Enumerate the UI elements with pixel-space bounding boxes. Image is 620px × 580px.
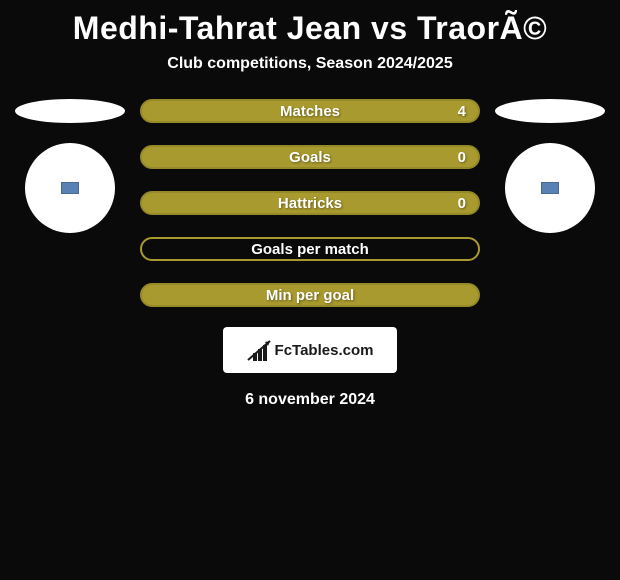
stat-label: Hattricks [278,195,342,212]
right-player-col [490,99,610,233]
stat-bar-goals: Goals 0 [140,145,480,169]
stat-value: 4 [458,103,466,120]
stat-label: Goals [289,149,331,166]
stat-value: 0 [458,195,466,212]
team-badge-left [25,143,115,233]
page-title: Medhi-Tahrat Jean vs TraorÃ© [73,10,547,47]
stat-bar-hattricks: Hattricks 0 [140,191,480,215]
main-container: Medhi-Tahrat Jean vs TraorÃ© Club compet… [0,0,620,419]
badge-icon-left [61,182,79,194]
fctables-icon [247,339,271,361]
player-shape-right [495,99,605,123]
comparison-area: Matches 4 Goals 0 Hattricks 0 Goals per … [0,99,620,307]
stat-value: 0 [458,149,466,166]
stat-bar-mpg: Min per goal [140,283,480,307]
source-logo[interactable]: FcTables.com [223,327,398,373]
stat-label: Goals per match [251,241,369,258]
stat-label: Min per goal [266,287,354,304]
left-player-col [10,99,130,233]
stat-bar-gpm: Goals per match [140,237,480,261]
badge-icon-right [541,182,559,194]
player-shape-left [15,99,125,123]
team-badge-right [505,143,595,233]
stats-column: Matches 4 Goals 0 Hattricks 0 Goals per … [140,99,480,307]
logo-text: FcTables.com [275,342,374,359]
date-label: 6 november 2024 [245,391,375,409]
stat-bar-matches: Matches 4 [140,99,480,123]
subtitle: Club competitions, Season 2024/2025 [167,55,452,73]
stat-label: Matches [280,103,340,120]
